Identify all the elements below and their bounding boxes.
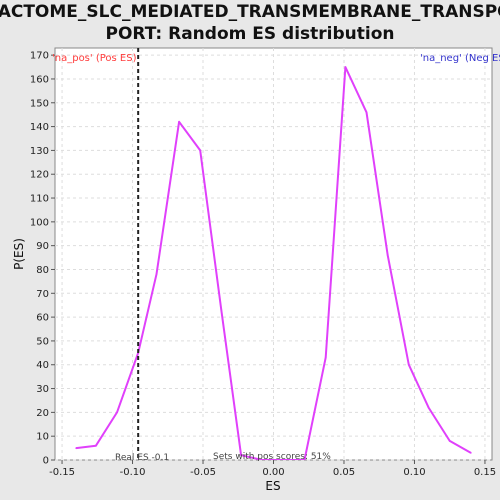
es-data-point: [261, 459, 264, 460]
pos-scores-label: Sets with pos scores: 51%: [213, 452, 331, 462]
x-tick-label: 0.10: [403, 467, 425, 478]
chart-title-line-2: PORT: Random ES distribution: [105, 24, 395, 44]
es-data-point: [427, 406, 430, 409]
y-tick-label: 170: [30, 51, 49, 62]
es-data-point: [408, 363, 410, 366]
y-tick-label: 160: [30, 74, 49, 85]
y-tick-label: 70: [36, 289, 49, 300]
es-data-point: [344, 66, 347, 68]
y-axis: 0 10 20 30 40 50 60 70 80 90 100 110 120 130 140 150 160…: [30, 51, 55, 467]
legend-pos-es: 'na_pos' (Pos ES): [52, 53, 137, 64]
y-tick-label: 130: [30, 146, 49, 157]
es-data-point: [386, 254, 389, 256]
x-tick-label: 0.15: [474, 467, 496, 478]
y-tick-label: 50: [36, 336, 49, 347]
y-tick-label: 90: [36, 241, 49, 252]
x-tick-label: 0.05: [333, 467, 355, 478]
y-tick-label: 110: [30, 194, 49, 205]
x-axis: -0.15 -0.10 -0.05 0.00 0.05 0.10 0.15: [49, 460, 496, 478]
es-data-point: [240, 454, 242, 457]
y-tick-label: 10: [36, 432, 49, 443]
y-tick-label: 20: [36, 408, 49, 419]
y-tick-label: 80: [36, 265, 49, 276]
y-tick-label: 30: [36, 384, 49, 395]
real-es-label: Real ES -0.1: [115, 453, 169, 463]
y-tick-label: 140: [30, 122, 49, 133]
chart-title-line-1: REACTOME_SLC_MEDIATED_TRANSMEMBRANE_TRAN…: [0, 2, 500, 22]
es-data-point: [95, 444, 97, 447]
x-tick-label: 0.00: [262, 467, 284, 478]
es-data-point: [365, 111, 368, 114]
y-tick-label: 40: [36, 360, 49, 371]
es-data-point: [75, 447, 77, 449]
legend-neg-es: 'na_neg' (Neg ES): [420, 53, 500, 64]
y-tick-label: 120: [30, 170, 49, 181]
es-data-point: [448, 440, 451, 442]
es-data-point: [199, 149, 201, 152]
y-tick-label: 150: [30, 98, 49, 109]
es-data-point: [303, 459, 306, 460]
es-data-point: [155, 273, 158, 276]
es-data-point: [470, 452, 472, 454]
es-data-point: [178, 121, 180, 123]
y-tick-label: 0: [43, 456, 49, 467]
x-tick-label: -0.05: [190, 467, 216, 478]
x-tick-label: -0.10: [120, 467, 146, 478]
es-data-point: [116, 411, 118, 414]
grid-lines: [55, 48, 492, 461]
es-distribution-line: [75, 66, 472, 460]
x-tick-label: -0.15: [49, 467, 75, 478]
es-data-point: [324, 356, 327, 359]
x-axis-label: ES: [265, 479, 280, 493]
y-tick-label: 60: [36, 313, 49, 324]
y-axis-label: P(ES): [12, 238, 26, 270]
es-data-point: [283, 459, 286, 460]
y-tick-label: 100: [30, 217, 49, 228]
es-data-point: [220, 309, 223, 311]
